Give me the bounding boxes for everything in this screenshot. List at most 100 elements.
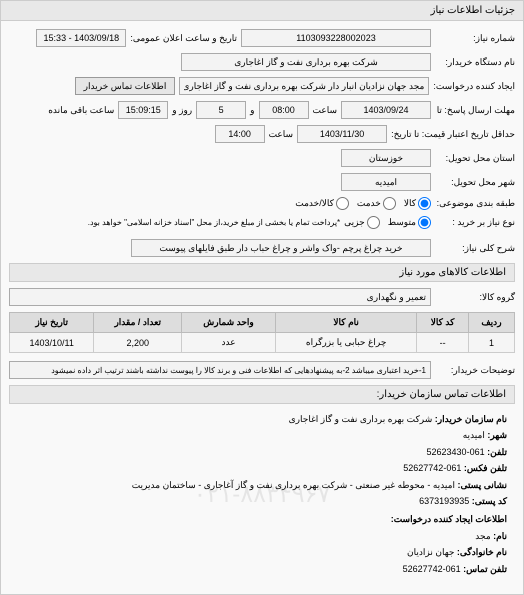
info-creator-header: اطلاعات ایجاد کننده درخواست:	[17, 512, 507, 526]
row-purchase-type: نوع نیاز بر خرید : متوسط جزیی *پرداخت تم…	[9, 216, 515, 229]
org-label: نام سازمان خریدار:	[435, 414, 507, 424]
contact-section-header: اطلاعات تماس سازمان خریدار:	[9, 385, 515, 404]
day-label: روز و	[172, 105, 192, 116]
info-contact-phone: تلفن تماس: 061-52627742	[17, 562, 507, 576]
col-code: کد کالا	[417, 313, 469, 333]
validity-label: حداقل تاریخ اعتبار قیمت: تا تاریخ:	[391, 129, 515, 140]
requester-label: ایجاد کننده درخواست:	[433, 81, 515, 92]
group-input[interactable]	[9, 288, 431, 306]
budget-type-label: طبقه بندی موضوعی:	[435, 198, 515, 209]
family-label: نام خانوادگی:	[457, 547, 507, 557]
row-general-desc: شرح کلی نیاز:	[9, 239, 515, 257]
info-address: نشانی پستی: امیدیه - محوطه غیر صنعتی - ش…	[17, 478, 507, 492]
name-value: مجد	[475, 531, 490, 541]
city-label: شهر:	[487, 430, 507, 440]
col-row: ردیف	[468, 313, 514, 333]
row-delivery-city: شهر محل تحویل:	[9, 173, 515, 191]
row-delivery-province: استان محل تحویل:	[9, 149, 515, 167]
family-value: جهان نزادیان	[407, 547, 454, 557]
contact-phone-label: تلفن تماس:	[463, 564, 507, 574]
col-unit: واحد شمارش	[182, 313, 276, 333]
cell-unit: عدد	[182, 333, 276, 353]
buyer-device-label: نام دستگاه خریدار:	[435, 57, 515, 68]
info-name: نام: مجد	[17, 529, 507, 543]
col-date: تاریخ نیاز	[10, 313, 94, 333]
cell-name: چراغ حبابی یا بزرگراه	[276, 333, 417, 353]
budget-radio-group: کالا خدمت کالا/خدمت	[295, 197, 431, 210]
row-validity: حداقل تاریخ اعتبار قیمت: تا تاریخ: ساعت	[9, 125, 515, 143]
row-request-number: شماره نیاز: تاریخ و ساعت اعلان عمومی:	[9, 29, 515, 47]
announce-label: تاریخ و ساعت اعلان عمومی:	[130, 33, 237, 44]
general-desc-label: شرح کلی نیاز:	[435, 243, 515, 254]
contact-info-section: ۰۲۱-۸۸۳۴۹۶۷ نام سازمان خریدار: شرکت بهره…	[9, 404, 515, 586]
purchase-radio-2[interactable]: جزیی	[344, 216, 380, 229]
group-label: گروه کالا:	[435, 292, 515, 303]
address-value: امیدیه - محوطه غیر صنعتی - شرکت بهره برد…	[132, 480, 455, 490]
and-label: و	[250, 105, 254, 116]
items-section-header: اطلاعات کالاهای مورد نیاز	[9, 263, 515, 282]
org-value: شرکت بهره برداری نفت و گاز اغاجاری	[289, 414, 433, 424]
info-phone: تلفن: 061-52623430	[17, 445, 507, 459]
budget-radio-2[interactable]: خدمت	[357, 197, 396, 210]
phone-label: تلفن:	[487, 447, 507, 457]
request-number-label: شماره نیاز:	[435, 33, 515, 44]
delivery-province-input[interactable]	[341, 149, 431, 167]
col-name: نام کالا	[276, 313, 417, 333]
buyer-device-input[interactable]	[181, 53, 431, 71]
row-budget-type: طبقه بندی موضوعی: کالا خدمت کالا/خدمت	[9, 197, 515, 210]
purchase-radio-group: متوسط جزیی	[344, 216, 431, 229]
budget-radio-3[interactable]: کالا/خدمت	[295, 197, 349, 210]
cell-qty: 2,200	[94, 333, 182, 353]
row-requester: ایجاد کننده درخواست: اطلاعات تماس خریدار	[9, 77, 515, 95]
requester-input[interactable]	[179, 77, 429, 95]
notes-input[interactable]	[9, 361, 431, 379]
deadline-date-input[interactable]	[341, 101, 431, 119]
cell-date: 1403/10/11	[10, 333, 94, 353]
postcode-value: 6373193935	[419, 496, 469, 506]
info-fax: تلفن فکس: 061-52627742	[17, 461, 507, 475]
remaining-time-input[interactable]	[118, 101, 168, 119]
items-table: ردیف کد کالا نام کالا واحد شمارش تعداد /…	[9, 312, 515, 353]
address-label: نشانی پستی:	[457, 480, 507, 490]
info-family: نام خانوادگی: جهان نزادیان	[17, 545, 507, 559]
row-notes: توضیحات خریدار:	[9, 361, 515, 379]
delivery-city-label: شهر محل تحویل:	[435, 177, 515, 188]
contact-phone-value: 061-52627742	[403, 564, 461, 574]
name-label: نام:	[493, 531, 507, 541]
notes-label: توضیحات خریدار:	[435, 365, 515, 376]
remaining-label: ساعت باقی مانده	[48, 105, 114, 116]
row-deadline: مهلت ارسال پاسخ: تا ساعت و روز و ساعت با…	[9, 101, 515, 119]
time-label-2: ساعت	[269, 129, 294, 140]
announce-input[interactable]	[36, 29, 126, 47]
general-desc-input[interactable]	[131, 239, 431, 257]
postcode-label: کد پستی:	[472, 496, 507, 506]
phone-value: 061-52623430	[427, 447, 485, 457]
panel-title: جزئیات اطلاعات نیاز	[1, 1, 523, 21]
row-buyer-device: نام دستگاه خریدار:	[9, 53, 515, 71]
details-panel: جزئیات اطلاعات نیاز شماره نیاز: تاریخ و …	[0, 0, 524, 595]
col-qty: تعداد / مقدار	[94, 313, 182, 333]
deadline-time-input[interactable]	[259, 101, 309, 119]
info-city: شهر: امیدیه	[17, 428, 507, 442]
cell-row: 1	[468, 333, 514, 353]
request-number-input[interactable]	[241, 29, 431, 47]
budget-radio-1[interactable]: کالا	[404, 197, 431, 210]
row-group: گروه کالا:	[9, 288, 515, 306]
fax-label: تلفن فکس:	[464, 463, 507, 473]
deadline-label: مهلت ارسال پاسخ: تا	[435, 105, 515, 116]
delivery-province-label: استان محل تحویل:	[435, 153, 515, 164]
validity-date-input[interactable]	[297, 125, 387, 143]
city-value: امیدیه	[463, 430, 485, 440]
purchase-radio-1[interactable]: متوسط	[388, 216, 431, 229]
purchase-note: *پرداخت تمام یا بخشی از مبلغ خرید،از محل…	[88, 218, 340, 227]
contact-button[interactable]: اطلاعات تماس خریدار	[75, 77, 176, 95]
panel-body: شماره نیاز: تاریخ و ساعت اعلان عمومی: نا…	[1, 21, 523, 594]
table-header-row: ردیف کد کالا نام کالا واحد شمارش تعداد /…	[10, 313, 515, 333]
time-label-1: ساعت	[313, 105, 338, 116]
days-remaining-input[interactable]	[196, 101, 246, 119]
table-row: 1 -- چراغ حبابی یا بزرگراه عدد 2,200 140…	[10, 333, 515, 353]
delivery-city-input[interactable]	[341, 173, 431, 191]
fax-value: 061-52627742	[403, 463, 461, 473]
info-postcode: کد پستی: 6373193935	[17, 494, 507, 508]
validity-time-input[interactable]	[215, 125, 265, 143]
